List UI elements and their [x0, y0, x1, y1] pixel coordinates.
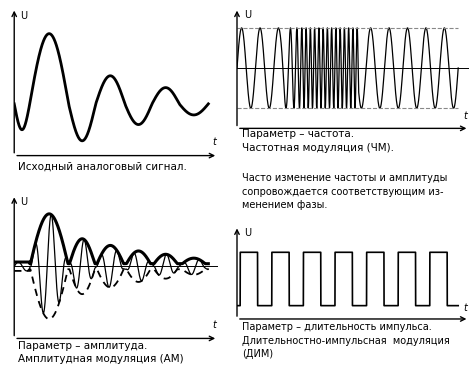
Text: Параметр – амплитуда.
Амплитудная модуляция (АМ): Параметр – амплитуда. Амплитудная модуля…	[18, 341, 184, 364]
Text: t: t	[463, 303, 467, 314]
Text: t: t	[212, 320, 216, 330]
Text: Параметр – длительность импульса.
Длительностно-импульсная  модуляция
(ДИМ): Параметр – длительность импульса. Длител…	[242, 322, 449, 359]
Text: U: U	[20, 197, 27, 207]
Text: t: t	[212, 137, 216, 147]
Text: U: U	[20, 11, 27, 21]
Text: Исходный аналоговый сигнал.: Исходный аналоговый сигнал.	[18, 161, 187, 172]
Text: Часто изменение частоты и амплитуды
сопровождается соответствующим из-
менением : Часто изменение частоты и амплитуды сопр…	[242, 173, 447, 210]
Text: U: U	[244, 10, 251, 19]
Text: t: t	[463, 111, 467, 121]
Text: U: U	[244, 228, 251, 238]
Text: Параметр – частота.
Частотная модуляция (ЧМ).: Параметр – частота. Частотная модуляция …	[242, 130, 393, 153]
